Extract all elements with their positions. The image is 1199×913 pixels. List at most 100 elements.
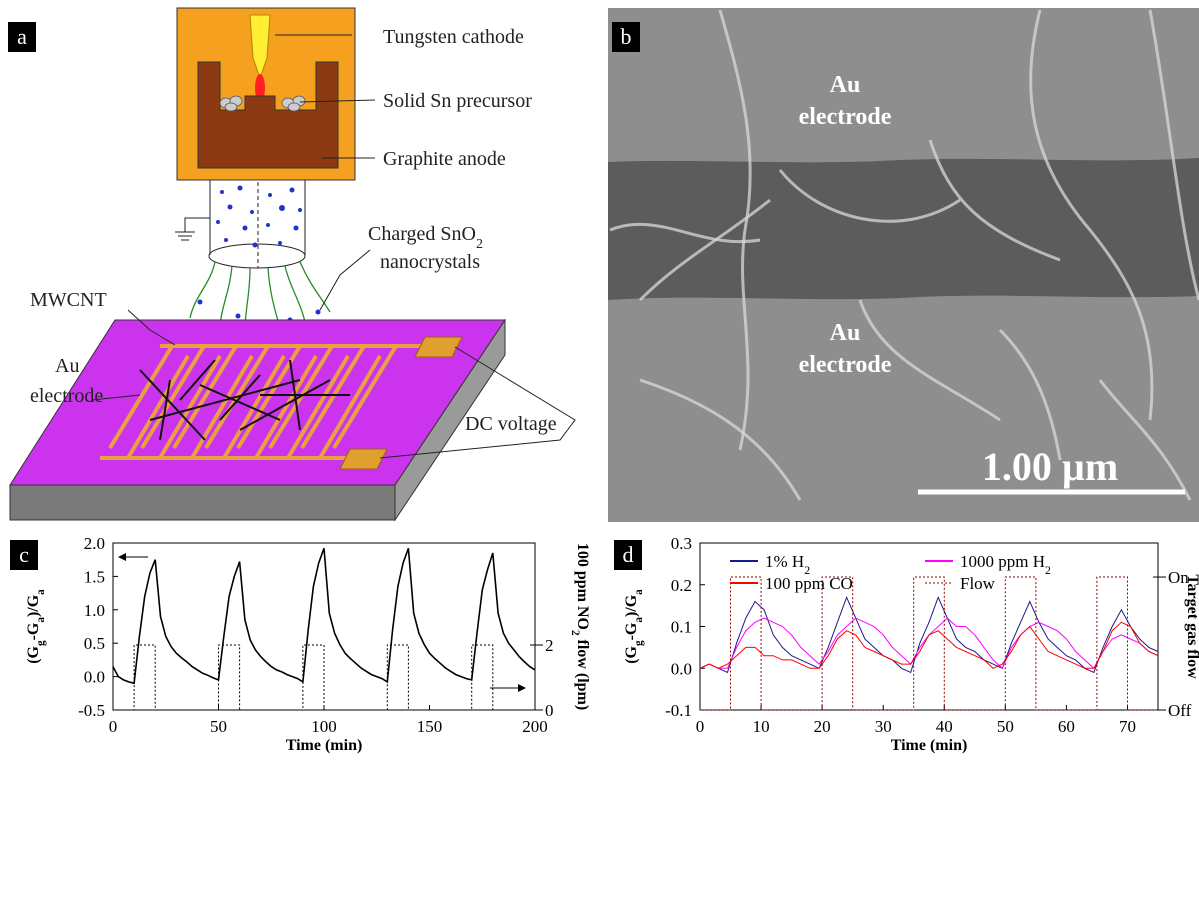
- callout: [299, 99, 376, 103]
- series-line: [699, 617, 1159, 670]
- y-axis-label-part: )/G: [623, 594, 640, 617]
- legend-label: Flow: [960, 574, 996, 593]
- nanotubes: [609, 9, 1199, 501]
- label: electrode: [30, 385, 103, 407]
- aperture: [208, 243, 306, 269]
- y-axis-label-part: a: [633, 617, 645, 623]
- y-axis-label: (Gg-Ga)/Ga: [623, 589, 645, 664]
- y-axis-label-part: g: [35, 640, 47, 646]
- arrow-head: [118, 553, 126, 561]
- x-tick-label: 0: [109, 717, 118, 736]
- y2-axis-label-part: flow (lpm): [574, 636, 591, 711]
- legend-label: 1% H2: [765, 552, 810, 577]
- y-tick-label: 0.1: [671, 618, 692, 637]
- y-tick-label: 2.0: [84, 534, 105, 553]
- legend-label-part: 2: [1045, 563, 1051, 577]
- x-tick-label: 60: [1058, 717, 1075, 736]
- y2-axis-label-part: 100 ppm NO: [574, 543, 591, 630]
- legend-label-part: 1000 ppm H: [960, 552, 1045, 571]
- x-tick-label: 20: [814, 717, 831, 736]
- particles: [197, 185, 321, 323]
- plot-frame: [112, 542, 536, 711]
- panel-label: d: [623, 542, 634, 567]
- anode: [197, 61, 339, 169]
- series-line: [112, 548, 536, 685]
- region-label: Au: [830, 320, 861, 346]
- y-tick-label: 1.0: [84, 601, 105, 620]
- callout: [91, 394, 141, 401]
- series-line: [700, 576, 1158, 711]
- region-label: Au: [830, 72, 861, 98]
- y-tick-label: 0.0: [671, 659, 692, 678]
- micrograph: Au electrode Au electrode 1.00 µm: [608, 8, 1199, 522]
- label: MWCNT: [30, 289, 107, 311]
- y2-tick-label: 2: [545, 636, 554, 655]
- substrate-front: [9, 484, 396, 521]
- label: DC voltage: [465, 413, 557, 435]
- x-tick-label: 30: [875, 717, 892, 736]
- schematic: Tungsten cathode Solid Sn precursor Grap…: [9, 7, 576, 522]
- y2-axis-label: 100 ppm NO2 flow (lpm): [569, 543, 591, 710]
- label: Charged SnO2: [368, 223, 483, 252]
- x-tick-label: 50: [210, 717, 227, 736]
- series-line: [113, 644, 535, 711]
- precursor: [219, 95, 306, 112]
- label: Tungsten cathode: [383, 26, 524, 48]
- panel-badge: [10, 540, 38, 570]
- pad: [414, 336, 463, 358]
- y-axis-label-part: a: [633, 589, 645, 595]
- x-tick-label: 200: [522, 717, 548, 736]
- region-label: electrode: [799, 352, 892, 378]
- y2-axis-label-part: 2: [569, 630, 581, 636]
- region-label: electrode: [799, 104, 892, 130]
- y-axis-label-part: a: [35, 617, 47, 623]
- label: nanocrystals: [380, 251, 480, 273]
- arc: [255, 74, 265, 102]
- y-tick-label: 1.5: [84, 567, 105, 586]
- y-axis-label-part: )/G: [25, 594, 42, 617]
- legend-label: 100 ppm CO: [765, 574, 853, 593]
- x-tick-label: 100: [311, 717, 337, 736]
- legend-label: 1000 ppm H2: [960, 552, 1051, 577]
- series-line: [699, 621, 1159, 669]
- x-tick-label: 10: [753, 717, 770, 736]
- nanotubes: [139, 359, 350, 441]
- y-tick-label: 0.2: [671, 576, 692, 595]
- scale-label: 1.00 µm: [982, 444, 1118, 489]
- y-tick-label: 0.3: [671, 534, 692, 553]
- x-tick-label: 50: [997, 717, 1014, 736]
- label: Solid Sn precursor: [383, 90, 532, 112]
- y-tick-label: 0.5: [84, 634, 105, 653]
- label-part: 2: [476, 237, 483, 252]
- callout: [127, 309, 176, 346]
- x-axis-label: Time (min): [286, 737, 363, 754]
- x-tick-label: 150: [417, 717, 443, 736]
- x-tick-label: 70: [1119, 717, 1136, 736]
- y-axis-label-part: -G: [25, 622, 42, 640]
- y-axis-label-part: g: [633, 640, 645, 646]
- y-axis-label-part: (G: [623, 645, 640, 663]
- pad: [339, 448, 388, 470]
- label: Au: [55, 355, 79, 377]
- gap: [608, 158, 1199, 300]
- panel-label: c: [19, 542, 29, 567]
- panel-badge: [8, 22, 36, 52]
- substrate-side: [394, 318, 506, 522]
- panel-badge: [614, 540, 642, 570]
- panel-badge: [612, 22, 640, 52]
- series-line: [699, 595, 1159, 674]
- x-tick-label: 40: [936, 717, 953, 736]
- legend-label-part: 1% H: [765, 552, 804, 571]
- y2-tick-label: 0: [545, 701, 554, 720]
- y-axis-label: (Gg-Ga)/Ga: [25, 589, 47, 664]
- y-tick-label: -0.1: [665, 701, 692, 720]
- x-axis-label: Time (min): [891, 737, 968, 754]
- wire: [379, 346, 576, 459]
- y-tick-label: 0.0: [84, 668, 105, 687]
- y2-axis-label: Target gas flow: [1184, 574, 1199, 679]
- label-part: Charged SnO: [368, 223, 476, 245]
- panel-label: a: [17, 24, 27, 49]
- legend-label-part: 2: [804, 563, 810, 577]
- y-tick-label: -0.5: [78, 701, 105, 720]
- x-tick-label: 0: [696, 717, 705, 736]
